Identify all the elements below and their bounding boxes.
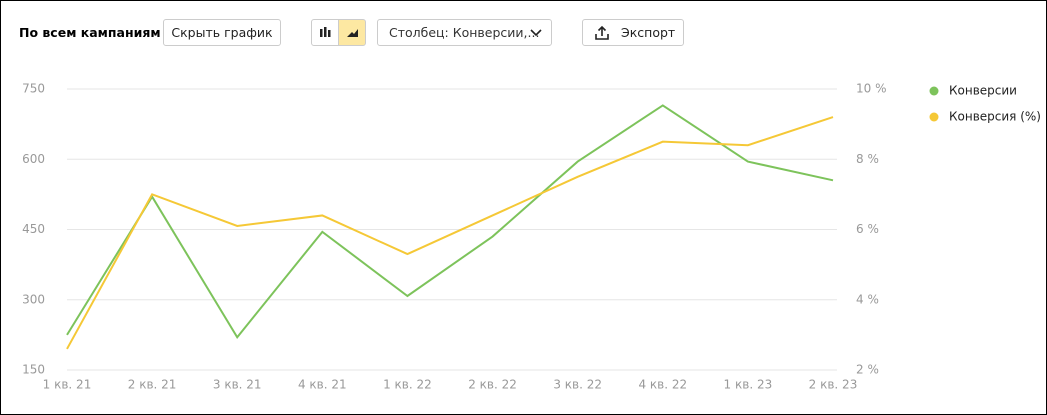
y2-tick-label: 8 % [856, 152, 879, 166]
y-tick-label: 600 [22, 152, 45, 166]
export-button[interactable]: Экспорт [582, 19, 684, 46]
legend-label: Конверсии [949, 84, 1017, 98]
legend-dot [929, 112, 939, 122]
legend-dot [929, 86, 939, 96]
x-tick-label: 1 кв. 23 [724, 378, 773, 392]
x-tick-label: 3 кв. 22 [553, 378, 602, 392]
column-select[interactable]: Столбец: Конверсии,... [377, 19, 552, 46]
export-icon [595, 25, 609, 40]
series-line [66, 116, 834, 350]
y-tick-label: 300 [22, 292, 45, 306]
x-tick-label: 2 кв. 22 [468, 378, 517, 392]
y-tick-label: 450 [22, 222, 45, 236]
export-label: Экспорт [621, 25, 676, 40]
toolbar-title: По всем кампаниям [19, 25, 161, 40]
x-tick-label: 4 кв. 21 [298, 378, 347, 392]
dropdown-arrow [530, 29, 542, 37]
area-view-button[interactable] [338, 19, 366, 46]
x-tick-label: 4 кв. 22 [638, 378, 687, 392]
y2-tick-label: 4 % [856, 292, 879, 306]
y-tick-label: 150 [22, 363, 45, 377]
column-select-label: Столбец: Конверсии,... [389, 25, 540, 40]
hide-chart-button[interactable]: Скрыть график [163, 19, 281, 46]
area-icon [347, 29, 358, 37]
y-tick-label: 750 [22, 82, 45, 96]
x-tick-label: 2 кв. 23 [809, 378, 858, 392]
x-tick-label: 1 кв. 22 [383, 378, 432, 392]
legend-label: Конверсия (%) [949, 110, 1041, 124]
y2-tick-label: 6 % [856, 222, 879, 236]
bar-icon [320, 27, 331, 37]
x-tick-label: 2 кв. 21 [128, 378, 177, 392]
y2-tick-label: 2 % [856, 363, 879, 377]
bar-view-button[interactable] [311, 19, 339, 46]
x-tick-label: 3 кв. 21 [213, 378, 262, 392]
x-tick-label: 1 кв. 21 [43, 378, 92, 392]
series-line [66, 104, 834, 339]
y2-tick-label: 10 % [856, 82, 887, 96]
